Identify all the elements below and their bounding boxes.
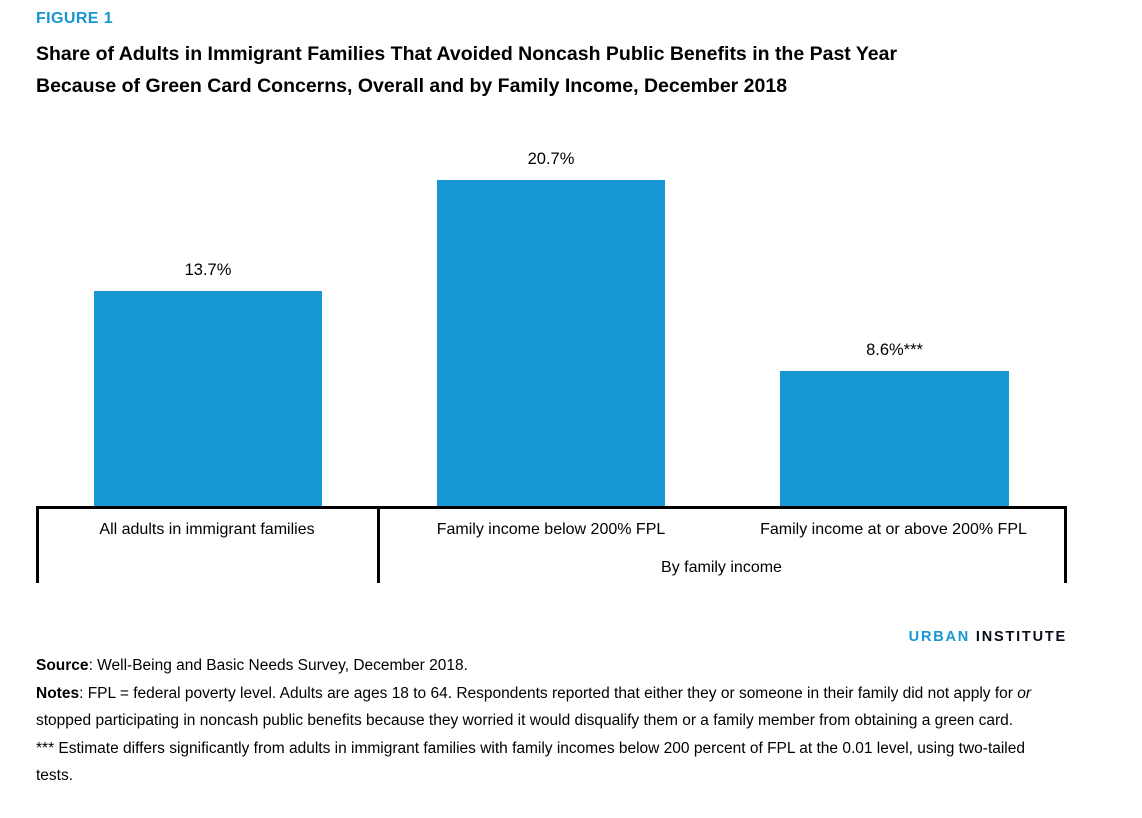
footnotes-block: Source: Well-Being and Basic Needs Surve… bbox=[36, 652, 1044, 790]
notes-prefix: Notes bbox=[36, 684, 80, 702]
chart-title: Share of Adults in Immigrant Families Th… bbox=[36, 38, 897, 102]
logo-word-urban: URBAN bbox=[908, 629, 971, 645]
x-axis-baseline bbox=[36, 506, 1067, 509]
bar-value-label-all-adults: 13.7% bbox=[184, 261, 232, 279]
category-label-above-200-fpl: Family income at or above 200% FPL bbox=[760, 521, 1027, 538]
figure-number-label: FIGURE 1 bbox=[36, 10, 113, 27]
axis-divider-middle bbox=[377, 506, 380, 583]
notes-line: Notes: FPL = federal poverty level. Adul… bbox=[36, 680, 1044, 735]
urban-institute-logo: URBAN INSTITUTE bbox=[36, 629, 1067, 645]
chart-title-line-2: Because of Green Card Concerns, Overall … bbox=[36, 75, 788, 97]
source-prefix: Source bbox=[36, 657, 89, 674]
category-group-label: By family income bbox=[661, 559, 782, 576]
bar-all-adults bbox=[94, 291, 322, 507]
source-line: Source: Well-Being and Basic Needs Surve… bbox=[36, 652, 1044, 680]
notes-italic-or: or bbox=[1017, 684, 1032, 702]
bar-above-200-fpl bbox=[780, 371, 1009, 507]
significance-note: *** Estimate differs significantly from … bbox=[36, 739, 1025, 785]
notes-text-1: : FPL = federal poverty level. Adults ar… bbox=[79, 684, 1018, 702]
bar-value-label-above-200-fpl: 8.6%*** bbox=[866, 341, 923, 359]
axis-divider-left bbox=[36, 506, 39, 583]
category-label-below-200-fpl: Family income below 200% FPL bbox=[436, 521, 666, 538]
bar-value-label-below-200-fpl: 20.7% bbox=[527, 150, 575, 168]
bar-below-200-fpl bbox=[437, 180, 665, 507]
notes-text-2: stopped participating in noncash public … bbox=[36, 712, 1014, 729]
category-label-all-adults: All adults in immigrant families bbox=[99, 521, 315, 538]
chart-title-line-1: Share of Adults in Immigrant Families Th… bbox=[36, 43, 898, 65]
logo-word-institute: INSTITUTE bbox=[975, 629, 1067, 645]
source-text: : Well-Being and Basic Needs Survey, Dec… bbox=[88, 657, 468, 674]
axis-divider-right bbox=[1064, 506, 1067, 583]
